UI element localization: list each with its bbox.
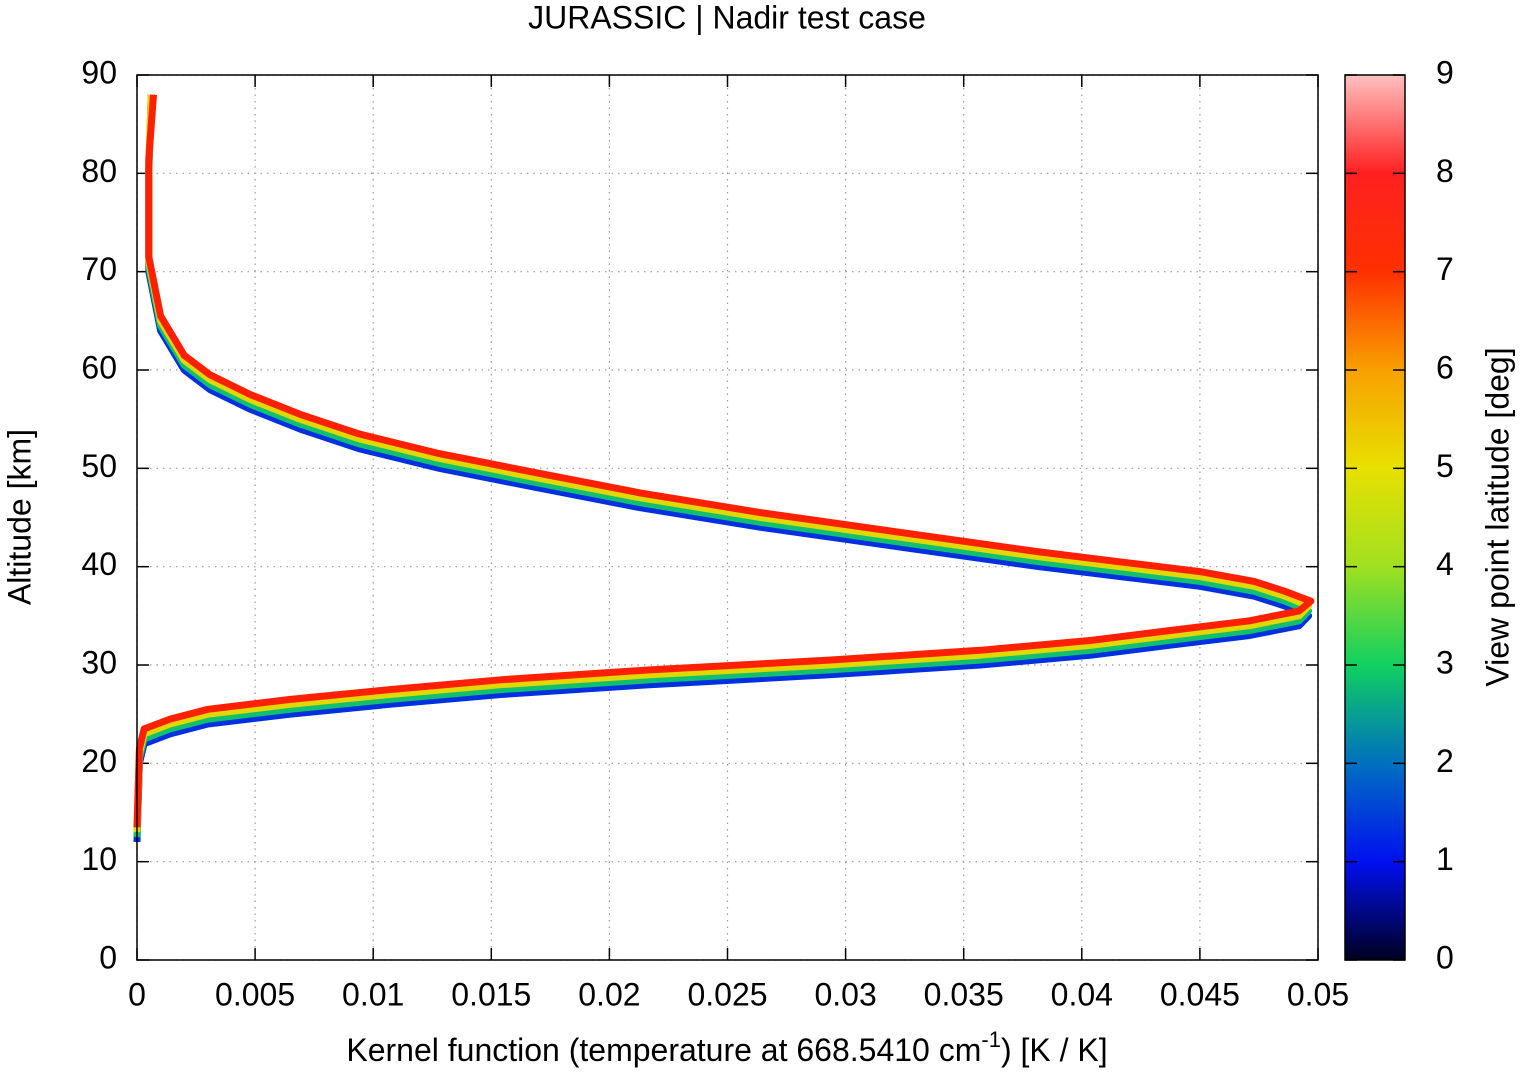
colorbar-tick-label: 0 [1436, 939, 1454, 975]
colorbar-tick-label: 6 [1436, 349, 1454, 385]
y-tick-label: 0 [99, 939, 117, 975]
y-tick-label: 10 [81, 841, 117, 877]
colorbar-tick-label: 1 [1436, 841, 1454, 877]
profile-line [133, 94, 1313, 833]
y-tick-label: 50 [81, 448, 117, 484]
x-tick-label: 0.01 [342, 976, 404, 1012]
x-axis-label-sup: -1 [981, 1027, 1001, 1052]
x-axis-label: Kernel function (temperature at 668.5410… [346, 1027, 1107, 1069]
x-tick-label: 0.005 [215, 976, 295, 1012]
y-tick-label: 60 [81, 349, 117, 385]
x-axis-label-main: Kernel function (temperature at 668.5410… [346, 1032, 981, 1068]
x-tick-label: 0.045 [1160, 976, 1240, 1012]
colorbar [1344, 74, 1406, 961]
x-tick-label: 0.015 [451, 976, 531, 1012]
profile-line [133, 94, 1315, 828]
chart-title: JURASSIC | Nadir test case [528, 0, 926, 35]
profile-line [133, 94, 1313, 843]
y-tick-label: 90 [81, 54, 117, 90]
x-tick-label: 0.025 [687, 976, 767, 1012]
colorbar-tick-label: 8 [1436, 153, 1454, 189]
colorbar-tick-label: 4 [1436, 546, 1454, 582]
x-tick-label: 0 [128, 976, 146, 1012]
y-axis-label: Altitude [km] [1, 429, 37, 605]
x-tick-label: 0.04 [1051, 976, 1113, 1012]
x-tick-label: 0.02 [578, 976, 640, 1012]
colorbar-tick-label: 3 [1436, 644, 1454, 680]
y-tick-label: 40 [81, 546, 117, 582]
x-axis-label-end: ) [K / K] [1001, 1032, 1108, 1068]
x-tick-label: 0.05 [1287, 976, 1349, 1012]
colorbar-tick-label: 2 [1436, 743, 1454, 779]
colorbar-tick-label: 9 [1436, 54, 1454, 90]
y-tick-label: 30 [81, 644, 117, 680]
x-tick-label: 0.035 [924, 976, 1004, 1012]
colorbar-label: View point latitude [deg] [1479, 347, 1515, 686]
colorbar-tick-label: 5 [1436, 448, 1454, 484]
colorbar-tick-label: 7 [1436, 251, 1454, 287]
x-tick-label: 0.03 [814, 976, 876, 1012]
profile-line [133, 94, 1313, 838]
y-tick-label: 20 [81, 743, 117, 779]
plot-frame [136, 74, 1319, 961]
y-tick-label: 70 [81, 251, 117, 287]
y-tick-label: 80 [81, 153, 117, 189]
